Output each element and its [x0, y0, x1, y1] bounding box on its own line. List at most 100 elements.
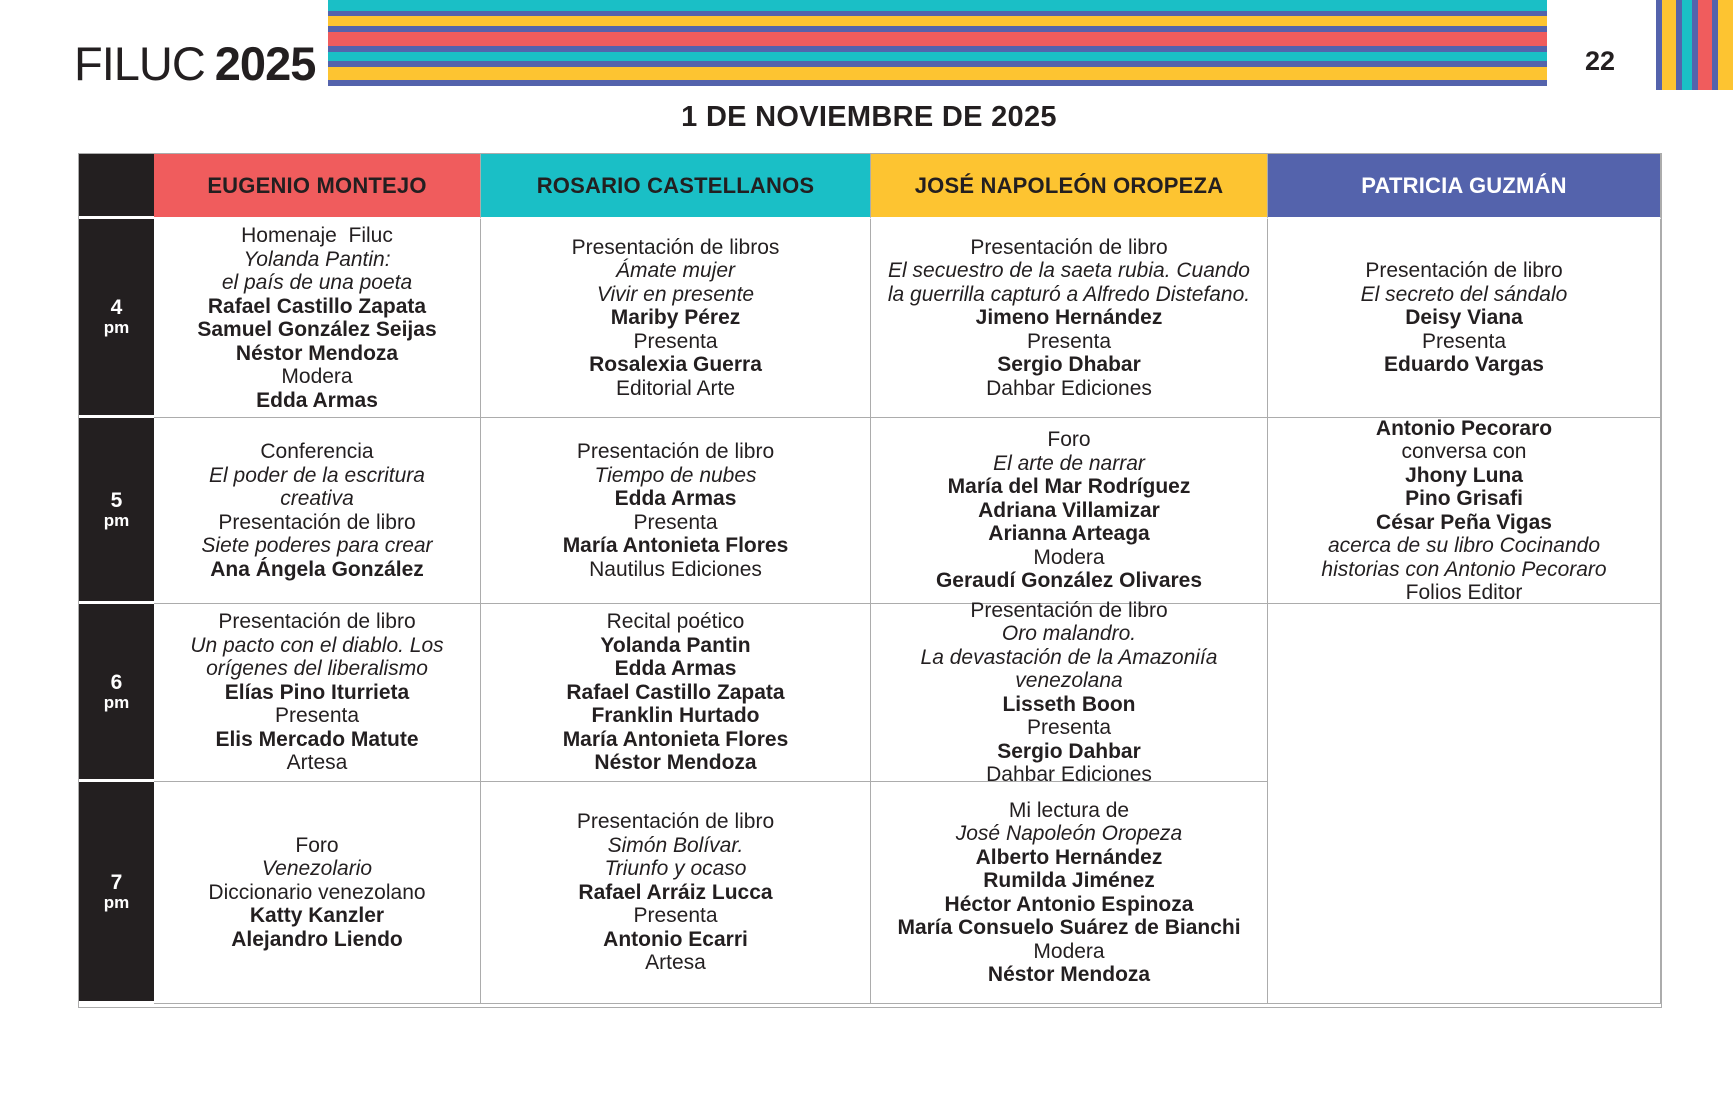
event-line: Antonio Pecoraro — [1375, 416, 1553, 440]
event-line: Simón Bolívar. — [607, 833, 744, 857]
event-line: orígenes del liberalismo — [206, 657, 428, 681]
time-column: 4 pm 5 pm 6 pm 7 pm — [79, 154, 154, 1004]
event-line: Alejandro Liendo — [231, 927, 403, 951]
event-line: Modera — [1033, 545, 1105, 569]
event-line: Arianna Arteaga — [988, 522, 1150, 546]
event-line: Presenta — [633, 510, 718, 534]
event-line: Jhony Luna — [1405, 463, 1523, 487]
event-line: creativa — [280, 487, 354, 510]
event-line: Edda Armas — [614, 487, 737, 510]
event-line: Presenta — [1421, 329, 1507, 353]
column-header: ROSARIO CASTELLANOS — [481, 154, 871, 219]
logo-year: 2025 — [214, 37, 317, 90]
event-line: Edda Armas — [614, 657, 737, 681]
date-title: 1 DE NOVIEMBRE DE 2025 — [681, 101, 1057, 133]
event-line: Héctor Antonio Espinoza — [944, 892, 1194, 916]
event-line: Siete poderes para crear — [201, 534, 433, 557]
schedule-cell: Presentación de libros Ámate mujer Vivir e… — [481, 219, 871, 418]
schedule-cell: Presentación de libro Oro malandro. La dev… — [871, 599, 1268, 786]
event-line: venezolana — [1015, 669, 1123, 692]
stripe-teal — [1682, 0, 1692, 90]
vertical-stripes — [1656, 0, 1733, 90]
event-line: Modera — [1033, 939, 1105, 963]
event-line: Mariby Pérez — [610, 306, 741, 330]
event-line: Presenta — [1026, 716, 1112, 739]
event-line: Presentación de libro — [218, 610, 416, 634]
stripe-blue — [1676, 0, 1682, 90]
event-line: historias con Antonio Pecoraro — [1321, 557, 1607, 581]
schedule-cell: Recital poético Yolanda Pantin Edda Armas R… — [481, 604, 871, 782]
schedule-cell: Presentación de libro Tiempo de nubes Edda… — [481, 418, 871, 604]
event-line: Antonio Ecarri — [603, 927, 748, 951]
event-line: Jimeno Hernández — [975, 306, 1163, 330]
time-meridiem-label: pm — [103, 510, 130, 530]
time-hour-label: 5 — [110, 488, 123, 512]
venue-column-1: EUGENIO MONTEJO Homenaje Filuc Yolanda Pan… — [154, 154, 481, 1004]
event-line: Presentación de libro — [970, 598, 1168, 622]
stripe-yellow — [1718, 0, 1733, 90]
schedule-cell: Presentación de libro Simón Bolívar. Triun… — [481, 782, 871, 1004]
event-line: Conferencia — [260, 440, 374, 463]
time-cell-4pm: 4 pm — [79, 219, 154, 418]
event-line: Presentación de libro — [218, 510, 416, 534]
event-line: Ana Ángela González — [210, 557, 424, 581]
filuc-logo: FILUC 2025 — [74, 36, 317, 91]
event-line: acerca de su libro Cocinando — [1328, 534, 1600, 557]
event-line: Mi lectura de — [1008, 798, 1130, 822]
event-line: Katty Kanzler — [249, 904, 385, 928]
schedule-cell: Antonio Pecoraro conversa con Jhony Luna Pi… — [1268, 416, 1661, 604]
event-line: Lisseth Boon — [1002, 692, 1136, 716]
event-line: María Antonieta Flores — [562, 534, 789, 557]
event-line: Presenta — [633, 329, 718, 353]
stripe-yellow — [1662, 0, 1676, 90]
stripe-red — [328, 32, 1547, 46]
event-line: El secreto del sándalo — [1360, 282, 1568, 306]
schedule-cell: Conferencia El poder de la escritura creat… — [154, 418, 481, 604]
event-line: Presenta — [633, 904, 718, 928]
event-line: Triunfo y ocaso — [604, 857, 747, 881]
event-line: Yolanda Pantin: — [243, 247, 391, 271]
event-line: Geraudí González Olivares — [935, 569, 1203, 593]
event-line: Franklin Hurtado — [591, 704, 760, 728]
event-line: María del Mar Rodríguez — [947, 475, 1191, 499]
event-line: César Peña Vigas — [1376, 510, 1552, 534]
event-line: Recital poético — [606, 610, 745, 634]
event-line: Sergio Dahbar — [997, 739, 1141, 763]
stripe-red — [1698, 0, 1712, 90]
schedule-cell: Presentación de libro El secreto del sánd… — [1268, 219, 1661, 418]
event-line: Dahbar Ediciones — [986, 763, 1152, 786]
event-line: Rafael Castillo Zapata — [207, 294, 427, 318]
event-line: Presentación de libro — [970, 235, 1168, 259]
event-line: Néstor Mendoza — [987, 963, 1151, 986]
event-line: Eduardo Vargas — [1384, 353, 1544, 377]
event-line: Ámate mujer — [615, 259, 736, 283]
stripe-blue — [1656, 0, 1662, 90]
event-line: José Napoleón Oropeza — [955, 822, 1183, 845]
time-meridiem-label: pm — [103, 692, 130, 712]
event-line: Homenaje Filuc — [241, 224, 393, 247]
time-hour-label: 4 — [110, 296, 123, 320]
event-line: La devastación de la Amazoniía — [920, 645, 1218, 669]
stripe-blue — [328, 46, 1547, 52]
stripe-teal — [328, 52, 1547, 61]
event-line: la guerrilla capturó a Alfredo Distefano… — [887, 282, 1251, 306]
event-line: Oro malandro. — [1001, 622, 1137, 645]
stripe-yellow — [328, 67, 1547, 80]
schedule-cell: Mi lectura de José Napoleón Oropeza Albert… — [871, 782, 1268, 1004]
stripe-teal — [328, 0, 1547, 11]
schedule-cell: Presentación de libro El secuestro de la … — [871, 219, 1268, 418]
event-line: Elías Pino Iturrieta — [224, 680, 410, 704]
stripe-blue — [328, 80, 1547, 86]
schedule-cell — [1268, 604, 1661, 1004]
column-header: EUGENIO MONTEJO — [154, 154, 481, 219]
event-line: Presenta — [274, 704, 360, 728]
column-header: JOSÉ NAPOLEÓN OROPEZA — [871, 154, 1268, 219]
event-line: Pino Grisafi — [1405, 487, 1523, 510]
event-line: Adriana Villamizar — [978, 498, 1160, 522]
horizontal-stripes — [328, 0, 1547, 86]
event-line: María Consuelo Suárez de Bianchi — [897, 916, 1241, 939]
event-line: Dahbar Ediciones — [986, 376, 1152, 400]
venue-column-4: PATRICIA GUZMÁN Presentación de libro El s… — [1268, 154, 1661, 1004]
event-line: El poder de la escritura — [209, 463, 425, 487]
event-line: Nautilus Ediciones — [589, 557, 762, 581]
